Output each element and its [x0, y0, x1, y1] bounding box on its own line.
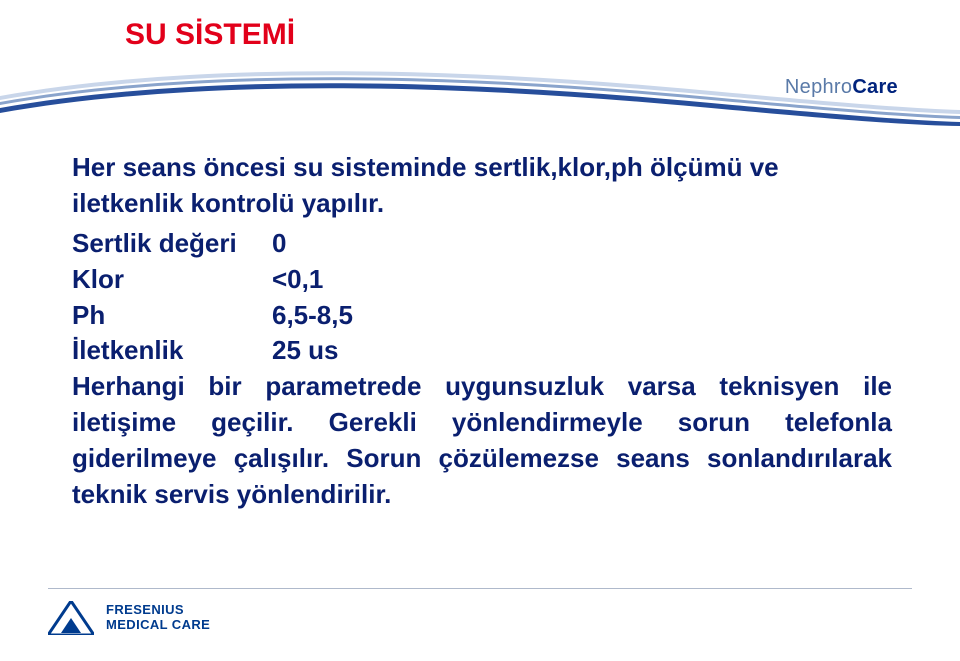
kv-val: 0 — [272, 226, 286, 262]
kv-row: Sertlik değeri 0 — [72, 226, 892, 262]
kv-key: Sertlik değeri — [72, 226, 272, 262]
triangle-icon — [48, 601, 94, 635]
kv-key: Ph — [72, 298, 272, 334]
footer-logo: FRESENIUS MEDICAL CARE — [48, 601, 210, 635]
kv-val: 6,5-8,5 — [272, 298, 353, 334]
kv-val: <0,1 — [272, 262, 323, 298]
brand-logo: NephroCare — [785, 76, 898, 99]
footer-rule — [48, 588, 912, 589]
kv-key: İletkenlik — [72, 333, 272, 369]
footer-line1: FRESENIUS — [106, 603, 210, 618]
kv-key: Klor — [72, 262, 272, 298]
kv-val: 25 us — [272, 333, 339, 369]
footer-line2: MEDICAL CARE — [106, 618, 210, 633]
slide: SU SİSTEMİ NephroCare Her seans öncesi s… — [0, 0, 960, 661]
paragraph-detail: Herhangi bir parametrede uygunsuzluk var… — [72, 369, 892, 513]
kv-row: Ph 6,5-8,5 — [72, 298, 892, 334]
page-title: SU SİSTEMİ — [125, 18, 295, 52]
kv-row: Klor <0,1 — [72, 262, 892, 298]
kv-row: İletkenlik 25 us — [72, 333, 892, 369]
kv-list: Sertlik değeri 0 Klor <0,1 Ph 6,5-8,5 İl… — [72, 226, 892, 370]
brand-left: Nephro — [785, 76, 852, 98]
body-text: Her seans öncesi su sisteminde sertlik,k… — [72, 150, 892, 513]
paragraph-intro: Her seans öncesi su sisteminde sertlik,k… — [72, 150, 892, 222]
brand-right: Care — [852, 76, 898, 98]
footer-text: FRESENIUS MEDICAL CARE — [106, 603, 210, 633]
